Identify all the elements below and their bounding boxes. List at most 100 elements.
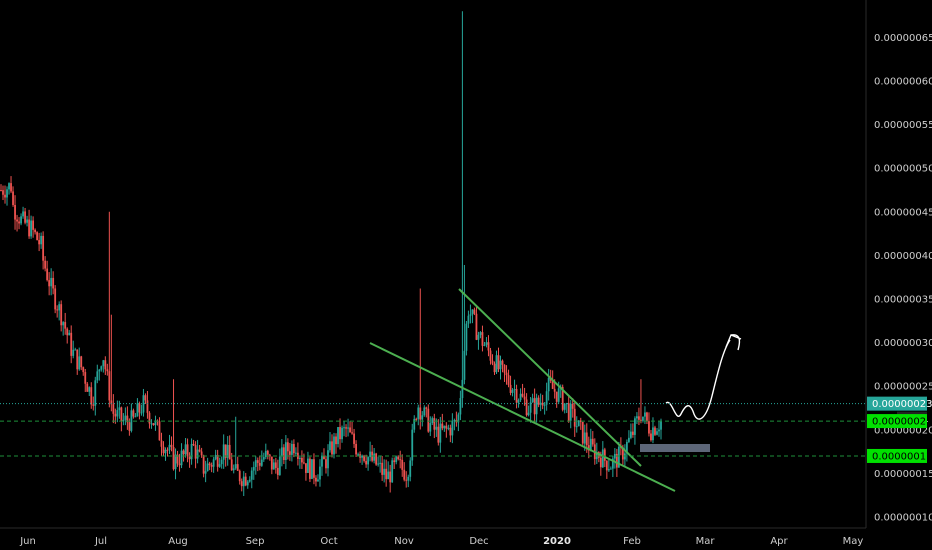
wedge-lower-trendline[interactable] [369,342,676,492]
projection-arrow-path[interactable] [665,339,731,420]
candle-body [112,404,115,414]
candle-body [581,421,584,444]
candle-body [461,379,464,399]
candle-body [294,452,297,454]
support-zone-box[interactable] [640,444,710,452]
price-tick-label: 0.00000060 [874,77,932,88]
candle-body [172,446,175,470]
candle-body [66,328,69,336]
candle-body [2,190,4,195]
candle-body [16,219,18,222]
candle-body [154,420,157,426]
candle-body [381,462,384,475]
candle-body [30,220,32,237]
candle-body [391,460,394,483]
candle-body [505,372,508,376]
last-price-badge-text: 0.00000023 [872,399,932,410]
candle-body [648,421,650,434]
candle-body [634,418,636,435]
candle-body [491,360,494,364]
candle-body [98,369,101,372]
time-tick-label: Jun [19,536,36,547]
candle-body [307,458,309,473]
time-tick-label: Feb [623,536,641,547]
candle-body [244,476,247,486]
candle-body [142,395,145,413]
candle-body [220,459,223,465]
candle-body [274,462,277,468]
candle-body [483,344,486,346]
candle-body [84,372,87,384]
candle-body [555,391,558,402]
candle-body [615,453,618,468]
candle-body [445,425,448,429]
candle-body [335,436,337,445]
candle-body [389,471,392,483]
candle-body [317,479,319,482]
candle-body [433,418,436,430]
last-price-badge [867,396,927,411]
candle-body [28,219,30,237]
time-tick-label: 2020 [543,536,571,547]
drawings-layer [369,288,742,492]
candle-body [299,457,301,459]
candle-body [78,356,81,370]
candle-body [240,481,243,487]
candle-body [409,460,412,477]
candle-body [88,387,91,392]
candle-body [46,268,49,281]
candle-body [260,459,263,466]
candle-body [232,468,235,471]
candle-body [375,453,378,465]
candle-body [126,415,129,423]
candle-body [20,216,22,224]
candle-body [206,463,209,472]
candle-body [473,309,476,314]
candle-body [525,399,528,416]
candle-body [579,420,582,422]
candle-body [106,369,109,372]
candle-body [200,451,203,456]
candle-body [363,455,366,461]
level-badge [867,448,927,463]
candle-body [652,427,654,441]
candle-body [603,449,606,461]
candle-body [92,404,95,406]
candle-body [100,366,103,370]
candle-body [527,412,530,416]
candle-body [315,477,317,482]
candle-body [399,459,402,461]
candle-body [517,400,520,403]
candle-body [184,444,187,455]
candle-body [537,397,540,405]
candle-body [70,332,73,356]
candle-body [413,418,416,430]
time-tick-label: Dec [469,536,488,547]
time-axis[interactable]: Jun Jul Aug Sep Oct Nov Dec 2020 Feb Mar Apr May [19,536,863,547]
candle-body [264,450,267,458]
candle-body [34,229,37,233]
wedge-upper-trendline[interactable] [458,288,642,467]
candle-body [10,183,12,192]
candle-body [605,460,608,471]
candle-body [321,455,323,467]
candle-body [204,471,207,474]
candle-body [437,426,440,443]
candle-body [68,332,71,336]
candle-body [72,349,75,356]
candle-body [383,468,386,475]
candle-body [573,408,576,427]
candle-body [162,446,165,454]
candle-body [431,418,434,424]
candle-body [607,469,610,471]
candle-body [347,427,349,429]
candle-body [270,456,273,470]
price-axis[interactable]: 0.00000010 0.00000015 0.00000020 0.00000025… [874,33,932,524]
candle-body [136,403,139,417]
candle-body [425,407,428,409]
projection-arrow-head [725,334,742,351]
candle-body [74,349,77,351]
candle-body [190,443,193,460]
